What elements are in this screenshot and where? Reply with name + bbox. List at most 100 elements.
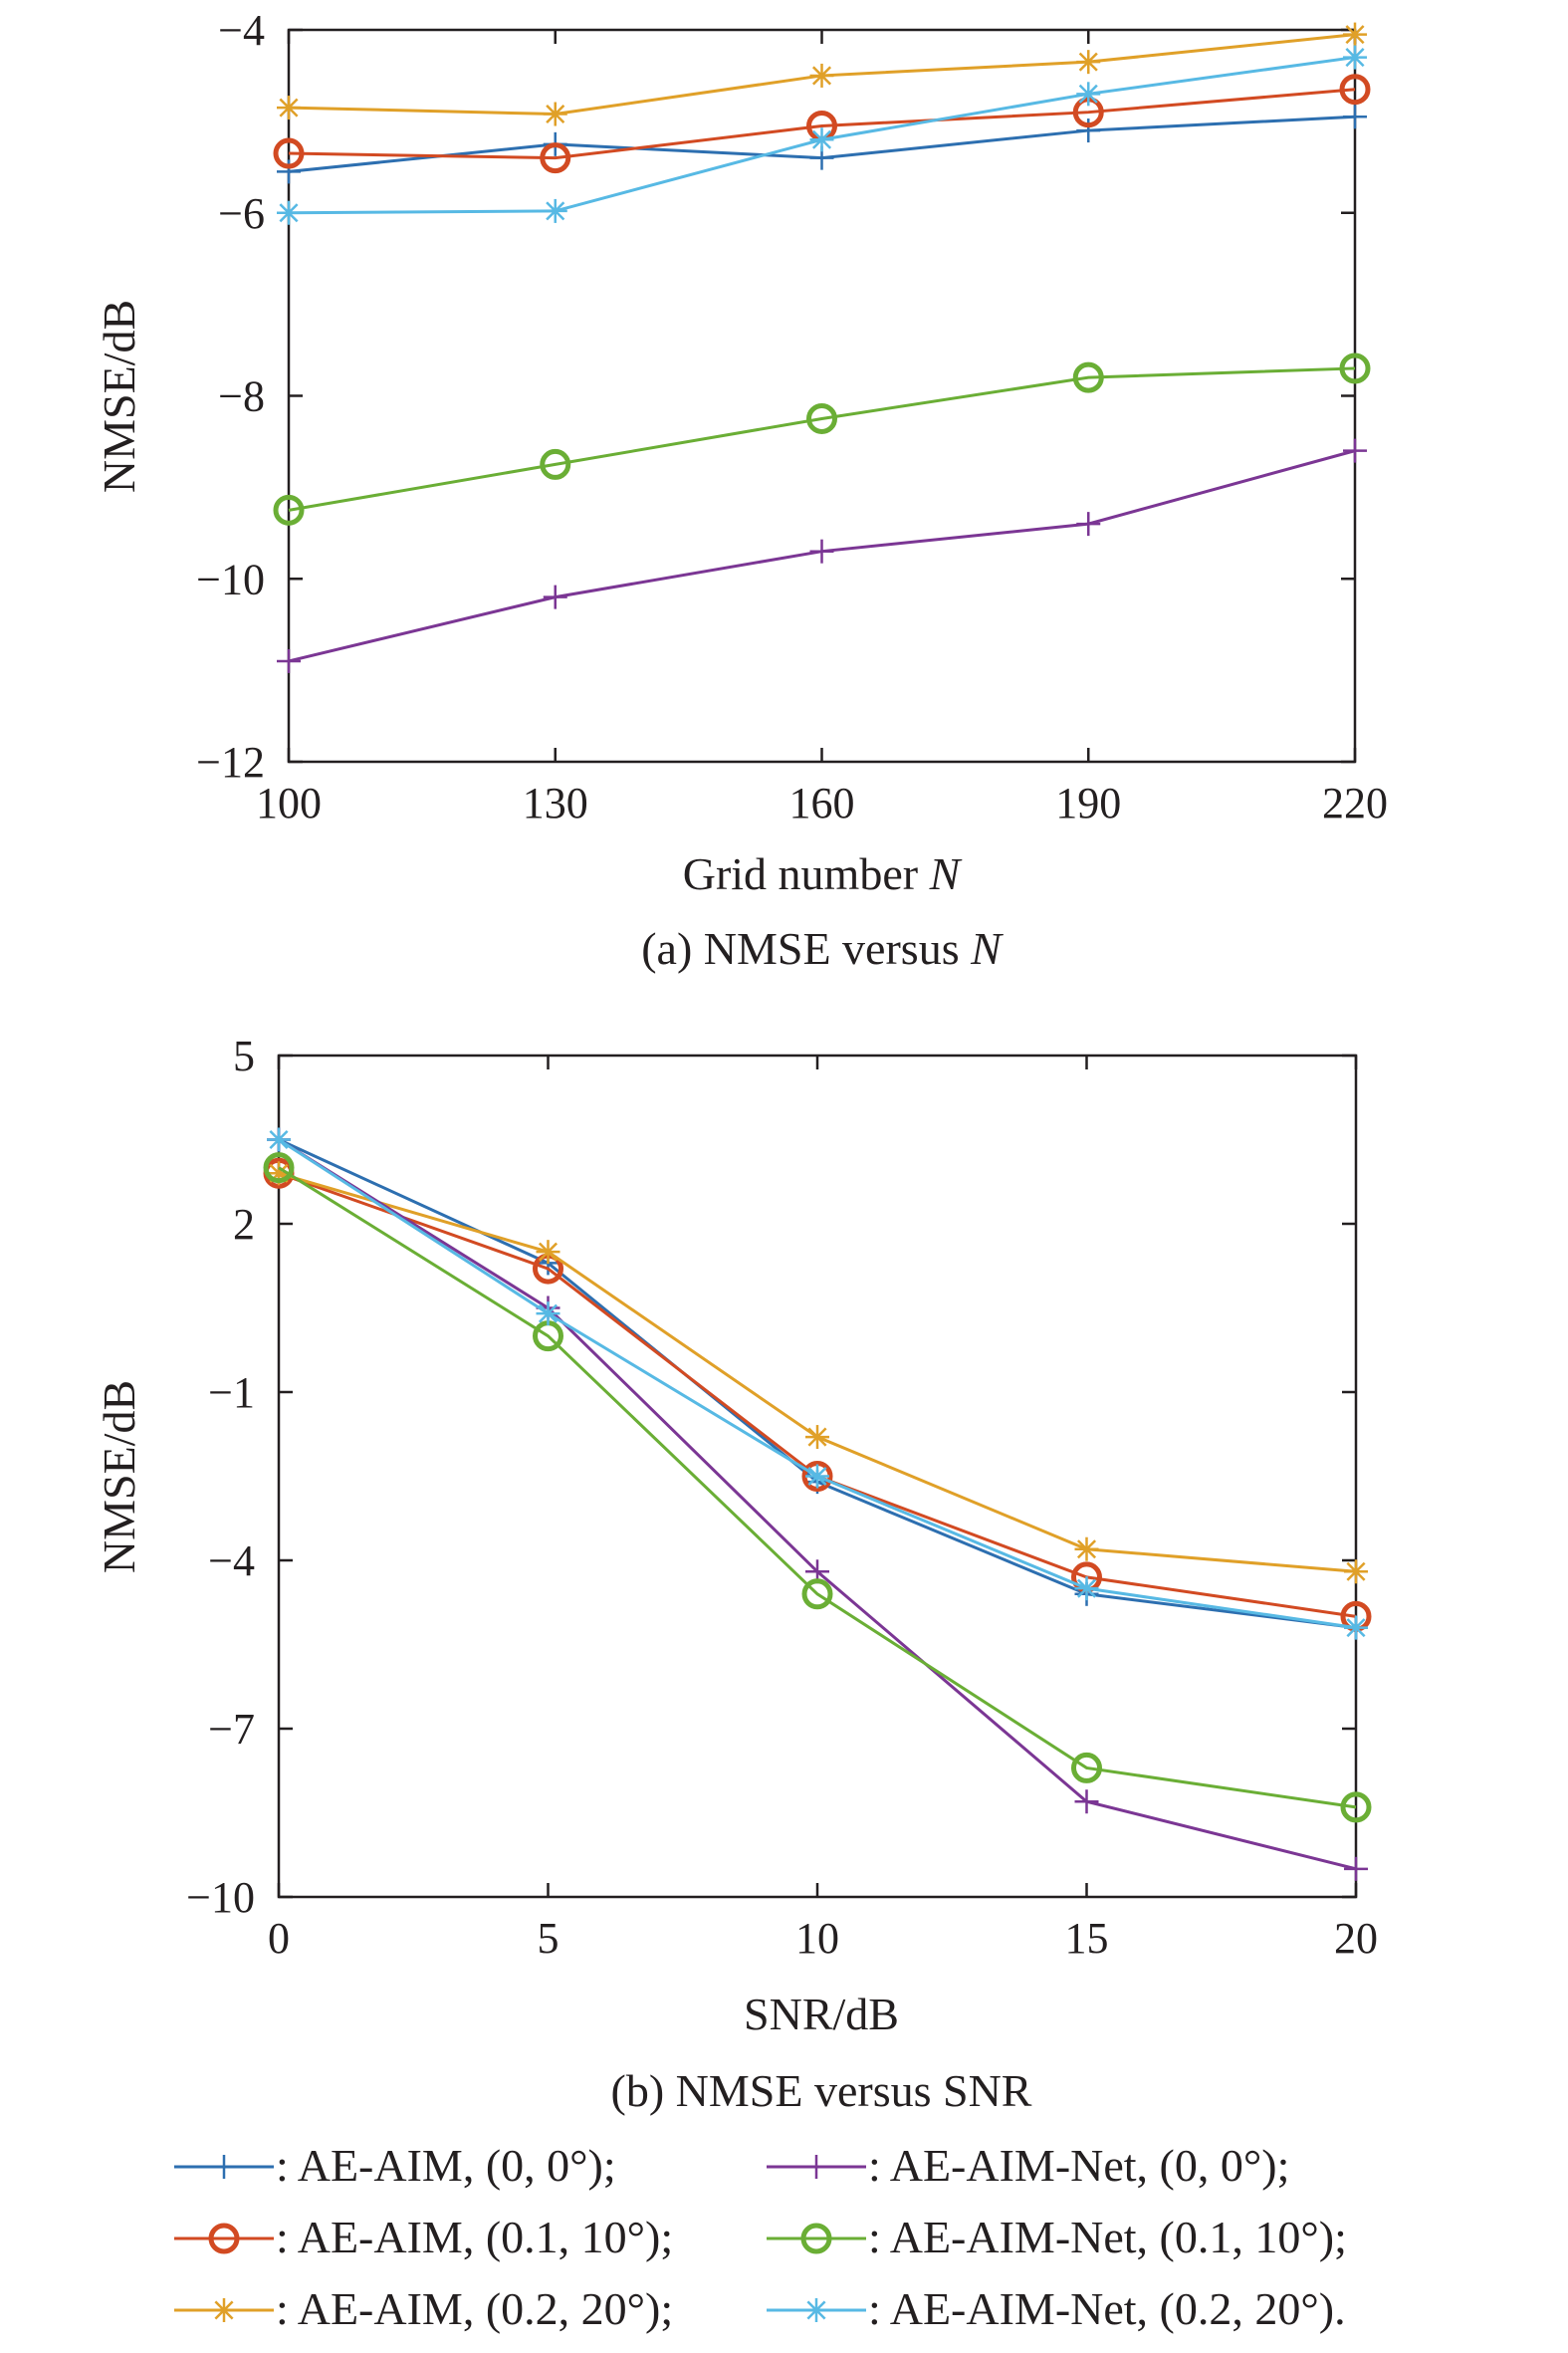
chart-panel-a: 100 130 160 190 220 −4 −6 −8 −10 −12 NMSE/dB Grid… <box>94 6 1388 974</box>
data-point-net_01-b <box>263 1152 295 1184</box>
legend-label: : AE-AIM, (0, 0°); <box>276 2140 616 2191</box>
x-axis-label-a: Grid number N <box>683 848 963 899</box>
series-aeaim_0-a <box>277 105 1367 184</box>
x-tick-label-b: 10 <box>795 1914 839 1963</box>
data-point-net_01-a <box>273 494 305 526</box>
series-aeaim_02-b <box>267 1161 1368 1584</box>
legend-item-aeaim_0: : AE-AIM, (0, 0°); <box>174 2140 616 2191</box>
x-tick-label-b: 15 <box>1065 1914 1109 1963</box>
data-point-net_01-b <box>1071 1752 1102 1783</box>
series-net_02-b <box>267 1127 1368 1640</box>
x-tick-label-b: 5 <box>538 1914 560 1963</box>
data-point-net_01-b <box>801 1578 833 1610</box>
legend-label: : AE-AIM-Net, (0.2, 20°). <box>868 2283 1346 2334</box>
caption-b: (b) NMSE versus SNR <box>611 2065 1032 2116</box>
data-point-net_01-a <box>806 402 837 434</box>
data-point-aeaim_02-a <box>543 102 567 126</box>
data-point-aeaim_02-a <box>277 96 301 120</box>
x-tick-label-b: 0 <box>268 1914 290 1963</box>
y-tick-label-a: −12 <box>196 738 265 787</box>
y-tick-label-b: −1 <box>208 1368 255 1417</box>
data-point-aeaim_02-a <box>809 63 834 88</box>
series-net_0-b <box>267 1127 1368 1881</box>
legend-item-aeaim_01: : AE-AIM, (0.1, 10°); <box>174 2212 673 2262</box>
series-line-net_01-a <box>288 366 1356 512</box>
legend-item-net_0: : AE-AIM-Net, (0, 0°); <box>767 2140 1289 2191</box>
legend: : AE-AIM, (0, 0°); : AE-AIM-Net, (0, 0°);… <box>174 2140 1347 2334</box>
y-axis-label-a: NMSE/dB <box>94 300 144 493</box>
legend-swatch-marker <box>804 2155 828 2179</box>
legend-swatch-marker <box>800 2223 832 2254</box>
series-net_01-a <box>273 353 1371 526</box>
data-point-net_01-a <box>540 448 571 480</box>
legend-swatch-marker <box>212 2155 236 2179</box>
data-point-aeaim_0-a <box>1343 105 1367 129</box>
data-point-net_0-b <box>1074 1789 1099 1814</box>
y-tick-label-b: 2 <box>233 1200 255 1249</box>
x-tick-label-a: 160 <box>789 779 855 827</box>
data-point-net_02-a <box>809 127 834 152</box>
y-axis-label-b: NMSE/dB <box>94 1380 144 1573</box>
caption-a: (a) NMSE versus N <box>641 923 1004 974</box>
data-point-net_0-a <box>1343 438 1367 463</box>
series-net_02-a <box>277 45 1367 225</box>
data-point-net_02-a <box>277 200 301 225</box>
legend-label: : AE-AIM, (0.1, 10°); <box>276 2212 673 2262</box>
data-point-net_0-b <box>1344 1856 1368 1881</box>
data-point-net_0-a <box>1076 512 1101 537</box>
data-point-aeaim_02-b <box>1344 1559 1368 1584</box>
data-point-net_02-a <box>1076 82 1101 107</box>
data-point-aeaim_01-a <box>540 142 571 174</box>
data-point-aeaim_02-a <box>1076 50 1101 75</box>
series-line-net_01-b <box>278 1166 1357 1809</box>
x-tick-label-b: 20 <box>1334 1914 1378 1963</box>
data-point-aeaim_02-a <box>1343 22 1367 47</box>
chart-panel-b: 0 5 10 15 20 5 2 −1 −4 −7 −10 NMSE/dB SNR/dB (b) N… <box>94 1032 1378 2116</box>
x-tick-label-a: 190 <box>1055 779 1121 827</box>
data-point-net_02-b <box>1074 1576 1099 1601</box>
data-point-aeaim_02-b <box>1074 1536 1099 1561</box>
data-point-net_01-b <box>1340 1791 1372 1823</box>
data-point-aeaim_01-b <box>801 1461 833 1492</box>
data-point-net_0-a <box>277 648 301 673</box>
data-point-net_01-a <box>1072 361 1104 393</box>
legend-label: : AE-AIM, (0.2, 20°); <box>276 2283 673 2334</box>
y-tick-label-b: −10 <box>186 1873 255 1922</box>
data-point-aeaim_02-b <box>536 1240 560 1265</box>
y-tick-label-b: 5 <box>233 1032 255 1080</box>
series-line-aeaim_0-b <box>278 1138 1357 1630</box>
legend-swatch-marker <box>212 2298 236 2322</box>
legend-item-net_01: : AE-AIM-Net, (0.1, 10°); <box>767 2212 1347 2262</box>
data-point-aeaim_02-b <box>805 1425 829 1450</box>
data-point-aeaim_01-a <box>1339 74 1371 106</box>
series-line-aeaim_02-b <box>278 1171 1357 1573</box>
y-tick-label-a: −6 <box>218 189 265 238</box>
x-tick-label-a: 220 <box>1322 779 1388 827</box>
data-point-net_02-b <box>1344 1615 1368 1640</box>
legend-label: : AE-AIM-Net, (0.1, 10°); <box>868 2212 1347 2262</box>
series-line-aeaim_01-a <box>288 88 1356 160</box>
x-tick-label-a: 100 <box>256 779 322 827</box>
data-point-net_0-a <box>809 539 834 564</box>
data-point-net_0-a <box>543 585 567 609</box>
x-axis-label-b: SNR/dB <box>744 1989 899 2039</box>
series-group-a <box>273 22 1371 673</box>
legend-swatch-marker <box>804 2298 828 2322</box>
data-point-net_01-a <box>1339 353 1371 384</box>
data-point-net_02-a <box>543 198 567 223</box>
legend-label: : AE-AIM-Net, (0, 0°); <box>868 2140 1289 2191</box>
data-point-net_02-a <box>1343 45 1367 70</box>
data-point-net_02-b <box>536 1301 560 1326</box>
series-aeaim_02-a <box>277 22 1367 126</box>
data-point-net_02-b <box>805 1464 829 1489</box>
y-tick-label-a: −4 <box>218 6 265 55</box>
legend-swatch-marker <box>208 2223 240 2254</box>
x-tick-label-a: 130 <box>523 779 588 827</box>
y-tick-label-b: −7 <box>208 1705 255 1754</box>
data-point-aeaim_0-a <box>277 159 301 184</box>
tick-group-b: 0 5 10 15 20 5 2 −1 −4 −7 −10 <box>186 1032 1378 1963</box>
series-net_0-a <box>277 438 1367 673</box>
legend-item-aeaim_02: : AE-AIM, (0.2, 20°); <box>174 2283 673 2334</box>
legend-item-net_02: : AE-AIM-Net, (0.2, 20°). <box>767 2283 1346 2334</box>
